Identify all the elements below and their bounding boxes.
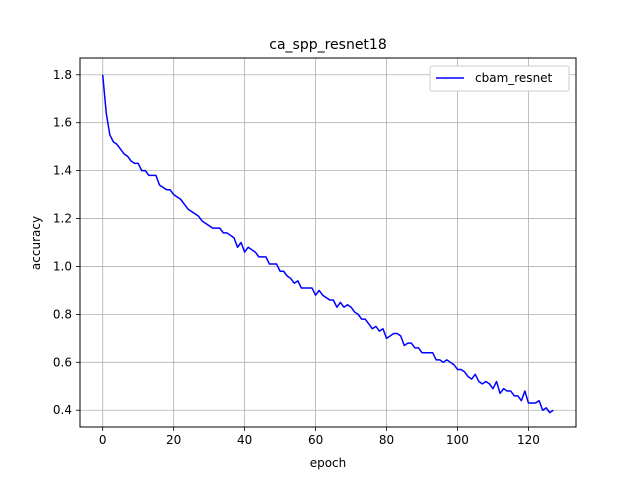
y-tick-label: 1.0 (53, 259, 72, 273)
x-tick-label: 20 (166, 433, 181, 447)
x-tick-label: 60 (308, 433, 323, 447)
y-tick-label: 1.4 (53, 164, 72, 178)
y-tick-label: 1.2 (53, 212, 72, 226)
x-tick-label: 0 (99, 433, 107, 447)
y-tick-label: 0.4 (53, 403, 72, 417)
y-tick-label: 1.8 (53, 68, 72, 82)
series-layer (101, 74, 554, 414)
x-axis-label: epoch (310, 456, 347, 470)
y-tick-label: 0.6 (53, 355, 72, 369)
x-axis: 0 20 40 60 80 100 120 (99, 427, 540, 447)
legend-label-cbam-resnet: cbam_resnet (475, 71, 553, 85)
y-tick-label: 0.8 (53, 307, 72, 321)
grid (80, 58, 576, 427)
series-line-cbam-resnet (101, 74, 554, 414)
chart-title: ca_spp_resnet18 (269, 37, 387, 53)
x-tick-label: 80 (379, 433, 394, 447)
plot-frame (79, 57, 577, 428)
x-tick-label: 40 (237, 433, 252, 447)
x-tick-label: 100 (446, 433, 469, 447)
y-axis-label: accuracy (29, 216, 43, 270)
legend-box (429, 65, 570, 92)
y-tick-label: 1.6 (53, 116, 72, 130)
x-tick-label: 120 (517, 433, 540, 447)
y-axis: 0.4 0.6 0.8 1.0 1.2 1.4 1.6 1.8 (53, 68, 80, 417)
legend: cbam_resnet (429, 65, 570, 92)
